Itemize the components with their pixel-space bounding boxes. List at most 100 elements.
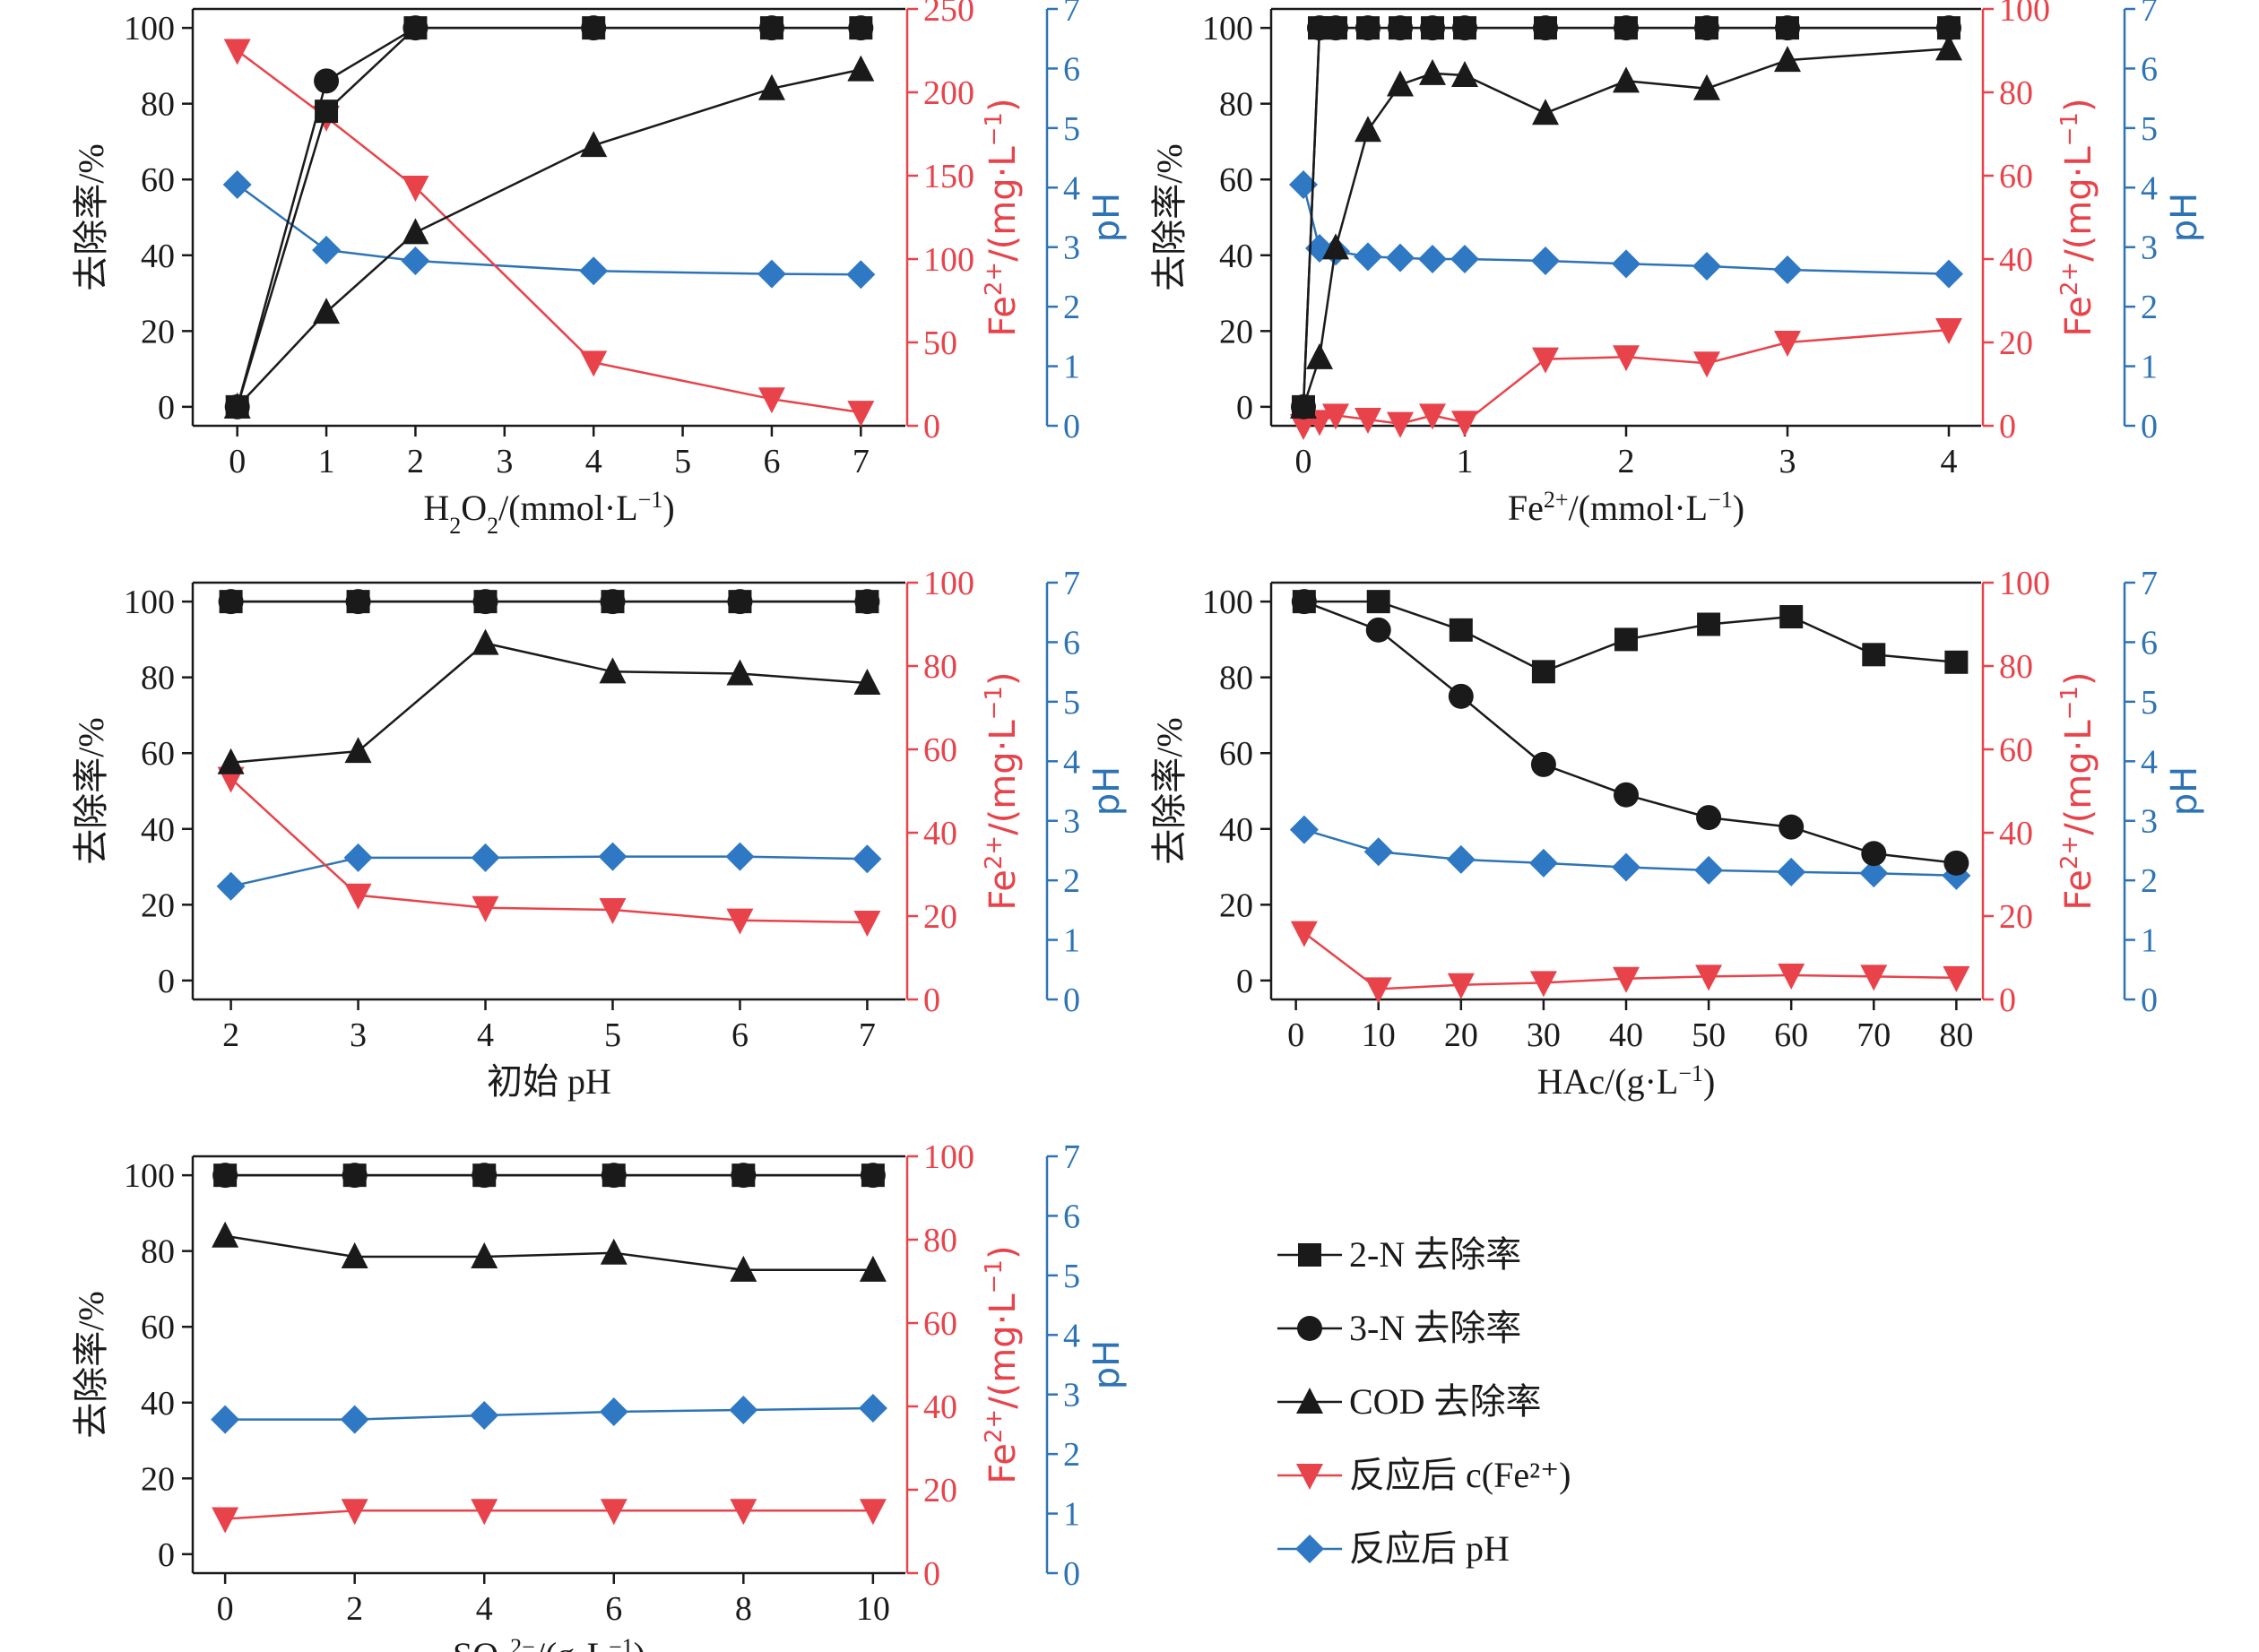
data-point-square (1697, 612, 1721, 636)
data-point-circle (848, 15, 874, 41)
y-left-tick-label: 20 (141, 1460, 175, 1498)
data-point-diamond (1446, 844, 1476, 874)
series-line-diamond (230, 855, 868, 888)
data-point-diamond (598, 842, 628, 871)
y-ph-tick-label: 5 (1063, 684, 1080, 722)
x-tick-label: 0 (1287, 1016, 1304, 1054)
y-left-tick-label: 20 (141, 887, 175, 924)
legend-marker-triangle-down (1296, 1464, 1323, 1490)
y-left-tick-label: 100 (1202, 584, 1253, 621)
data-point-triangle-down (1613, 966, 1640, 993)
y-ph-tick-label: 5 (2141, 110, 2158, 148)
x-tick-label: 40 (1609, 1016, 1643, 1054)
x-tick-label: 70 (1857, 1016, 1891, 1054)
x-axis-label: Fe2+/(mmol·L−1) (1508, 487, 1744, 529)
y-ph-tick-label: 7 (2141, 0, 2158, 29)
data-point-triangle-up (1693, 74, 1720, 100)
y-left-axis-title: 去除率/% (71, 1291, 111, 1438)
data-point-triangle-up (472, 628, 499, 655)
y-ph-tick-label: 1 (1063, 922, 1080, 960)
data-point-triangle-down (1447, 973, 1475, 999)
data-point-diamond (1450, 245, 1479, 273)
data-point-circle (1388, 15, 1413, 41)
y-ph-tick-label: 0 (1063, 982, 1080, 1019)
data-point-circle (1614, 15, 1639, 41)
data-point-triangle-up (344, 737, 372, 764)
y-ph-tick-label: 0 (2141, 408, 2158, 445)
data-point-triangle-up (217, 748, 245, 774)
legend-label: 反应后 pH (1349, 1528, 1510, 1569)
x-tick-label: 80 (1939, 1016, 1973, 1054)
x-tick-label: 3 (350, 1016, 367, 1054)
y-left-tick-label: 40 (1219, 811, 1253, 849)
x-tick-label: 2 (1618, 443, 1635, 480)
y-fe-tick-label: 0 (1999, 408, 2016, 445)
data-point-triangle-down (1860, 964, 1888, 991)
data-point-triangle-up (1613, 66, 1640, 93)
y-left-tick-label: 40 (1219, 238, 1253, 275)
data-point-triangle-down (1943, 965, 1970, 992)
data-point-diamond (599, 1397, 628, 1426)
data-point-triangle-up (600, 1238, 628, 1265)
data-point-circle (600, 589, 626, 615)
y-fe-tick-label: 0 (923, 408, 940, 445)
data-point-diamond (729, 1395, 758, 1424)
data-point-triangle-down (1419, 403, 1446, 430)
data-point-triangle-down (1451, 411, 1478, 437)
x-tick-label: 6 (605, 1590, 622, 1628)
y-fe-tick-label: 150 (923, 158, 974, 195)
data-point-triangle-down (757, 387, 785, 414)
data-point-circle (727, 589, 753, 615)
y-ph-tick-label: 7 (2141, 565, 2158, 602)
data-point-triangle-up (223, 392, 251, 419)
y-fe-axis-title: Fe2+/(mg·L−1) (981, 98, 1024, 336)
data-point-circle (212, 1163, 238, 1189)
data-point-triangle-up (847, 55, 875, 82)
data-point-triangle-down (1322, 403, 1349, 430)
data-point-triangle-down (1693, 351, 1720, 378)
x-axis-label: SO42−/(g·L−1) (453, 1634, 645, 1652)
data-point-circle (581, 15, 607, 41)
data-point-circle (342, 1163, 368, 1189)
y-fe-tick-label: 40 (1999, 815, 2033, 852)
data-point-diamond (1418, 245, 1447, 273)
y-fe-tick-label: 20 (1999, 324, 2033, 362)
data-point-triangle-up (757, 74, 785, 100)
y-ph-tick-label: 3 (1063, 803, 1080, 841)
data-point-square (1944, 650, 1969, 674)
y-left-axis-title: 去除率/% (71, 717, 111, 864)
y-left-tick-label: 60 (1219, 735, 1253, 773)
series-line-triangle-down (225, 1509, 873, 1520)
data-point-diamond (1612, 852, 1640, 882)
y-fe-tick-label: 0 (1999, 982, 2016, 1019)
data-point-triangle-up (1451, 60, 1478, 87)
data-point-triangle-up (853, 669, 881, 696)
data-point-triangle-down (847, 401, 875, 428)
data-point-triangle-down (1529, 971, 1557, 998)
data-point-square (1862, 643, 1886, 667)
chart-panel-1: 0 20 40 60 80 100 0 1 2 3 4 5 6 7 0 50 100 150 200 250 0 1 2 3 4… (71, 0, 1128, 539)
data-point-triangle-down (471, 1499, 498, 1526)
y-fe-axis-title: Fe2+/(mg·L−1) (981, 1245, 1024, 1483)
x-tick-label: 20 (1444, 1016, 1478, 1054)
data-point-triangle-down (600, 1499, 628, 1526)
y-fe-tick-label: 50 (923, 324, 957, 362)
y-left-tick-label: 40 (141, 811, 175, 849)
legend-entry: COD 去除率 (1277, 1381, 1541, 1422)
data-point-circle (758, 15, 784, 41)
y-ph-axis-title: pH (1086, 193, 1128, 242)
data-point-diamond (1528, 848, 1558, 878)
data-point-diamond (1692, 251, 1721, 281)
y-fe-tick-label: 20 (1999, 898, 2033, 936)
legend-entry: 2-N 去除率 (1277, 1234, 1521, 1275)
y-fe-tick-label: 60 (923, 731, 957, 769)
data-point-triangle-down (1613, 345, 1640, 372)
y-ph-tick-label: 7 (1063, 0, 1080, 29)
y-ph-tick-label: 2 (1063, 1436, 1080, 1474)
y-left-tick-label: 0 (1236, 389, 1253, 427)
data-point-triangle-down (599, 898, 627, 925)
y-fe-tick-label: 60 (1999, 158, 2033, 195)
y-fe-tick-label: 80 (923, 1222, 957, 1259)
